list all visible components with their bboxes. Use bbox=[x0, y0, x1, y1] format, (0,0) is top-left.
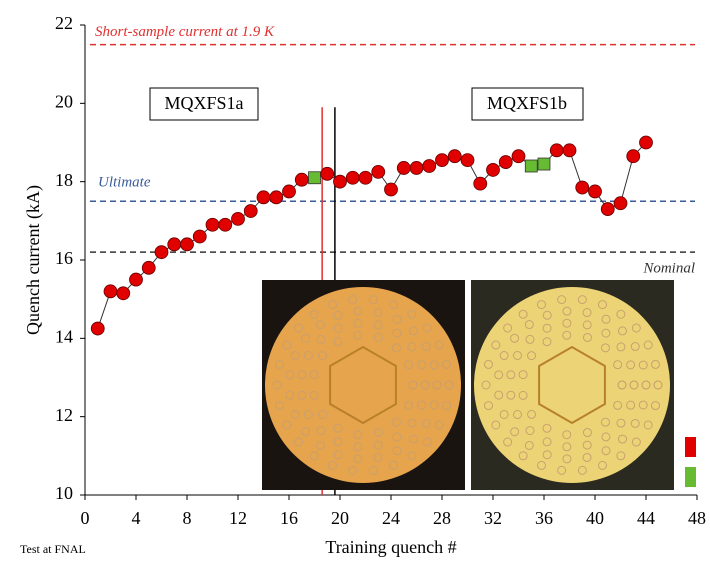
x-tick-label: 12 bbox=[229, 508, 247, 528]
quench-marker bbox=[550, 144, 563, 157]
x-tick-label: 4 bbox=[132, 508, 141, 528]
y-tick-label: 20 bbox=[55, 91, 73, 111]
quench-marker bbox=[614, 197, 627, 210]
x-tick-label: 44 bbox=[637, 508, 655, 528]
quench-marker bbox=[448, 150, 461, 163]
quench-marker bbox=[538, 158, 550, 170]
quench-marker bbox=[206, 218, 219, 231]
quench-marker bbox=[563, 144, 576, 157]
quench-marker bbox=[270, 191, 283, 204]
x-tick-label: 40 bbox=[586, 508, 604, 528]
quench-marker bbox=[168, 238, 181, 251]
quench-marker bbox=[117, 287, 130, 300]
footnote: Test at FNAL bbox=[20, 542, 86, 556]
quench-marker bbox=[423, 160, 436, 173]
quench-marker bbox=[334, 175, 347, 188]
quench-marker bbox=[244, 205, 257, 218]
quench-marker bbox=[525, 160, 537, 172]
quench-marker bbox=[346, 171, 359, 184]
quench-marker bbox=[309, 172, 321, 184]
quench-marker bbox=[512, 150, 525, 163]
quench-marker bbox=[436, 154, 449, 167]
x-tick-label: 16 bbox=[280, 508, 298, 528]
y-tick-label: 14 bbox=[55, 326, 73, 346]
y-tick-label: 12 bbox=[55, 405, 73, 425]
magnet-label: MQXFS1a bbox=[164, 93, 243, 113]
x-tick-label: 28 bbox=[433, 508, 451, 528]
quench-marker bbox=[130, 273, 143, 286]
x-tick-label: 36 bbox=[535, 508, 553, 528]
quench-marker bbox=[181, 238, 194, 251]
x-tick-label: 8 bbox=[183, 508, 192, 528]
quench-marker bbox=[589, 185, 602, 198]
quench-marker bbox=[104, 285, 117, 298]
quench-marker bbox=[461, 154, 474, 167]
quench-marker bbox=[91, 322, 104, 335]
quench-marker bbox=[142, 261, 155, 274]
y-tick-label: 10 bbox=[55, 483, 73, 503]
y-tick-label: 22 bbox=[55, 13, 73, 33]
y-tick-label: 18 bbox=[55, 170, 73, 190]
quench-marker bbox=[219, 218, 232, 231]
quench-marker bbox=[474, 177, 487, 190]
x-tick-label: 20 bbox=[331, 508, 349, 528]
reference-label: Short-sample current at 1.9 K bbox=[95, 24, 275, 40]
quench-marker bbox=[410, 161, 423, 174]
quench-marker bbox=[283, 185, 296, 198]
reference-label: Nominal bbox=[642, 261, 695, 277]
y-axis-label: Quench current (kA) bbox=[23, 185, 44, 335]
chart: Quench current (kA) Training quench # Te… bbox=[0, 0, 710, 569]
legend-fragment bbox=[685, 467, 696, 487]
quench-marker bbox=[627, 150, 640, 163]
x-tick-label: 0 bbox=[81, 508, 90, 528]
x-tick-label: 48 bbox=[688, 508, 706, 528]
quench-marker bbox=[193, 230, 206, 243]
quench-marker bbox=[640, 136, 653, 149]
quench-marker bbox=[385, 183, 398, 196]
quench-marker bbox=[321, 167, 334, 180]
x-tick-label: 32 bbox=[484, 508, 502, 528]
quench-marker bbox=[155, 246, 168, 259]
quench-marker bbox=[232, 212, 245, 225]
quench-marker bbox=[359, 171, 372, 184]
reference-label: Ultimate bbox=[98, 175, 151, 191]
x-tick-label: 24 bbox=[382, 508, 400, 528]
legend-fragment bbox=[685, 437, 696, 457]
quench-marker bbox=[487, 163, 500, 176]
quench-marker bbox=[372, 165, 385, 178]
quench-marker bbox=[601, 203, 614, 216]
x-axis-label: Training quench # bbox=[325, 537, 456, 557]
quench-marker bbox=[257, 191, 270, 204]
magnet-label: MQXFS1b bbox=[487, 93, 567, 113]
y-tick-label: 16 bbox=[55, 248, 73, 268]
quench-marker bbox=[397, 161, 410, 174]
quench-marker bbox=[576, 181, 589, 194]
quench-marker bbox=[295, 173, 308, 186]
quench-marker bbox=[499, 156, 512, 169]
